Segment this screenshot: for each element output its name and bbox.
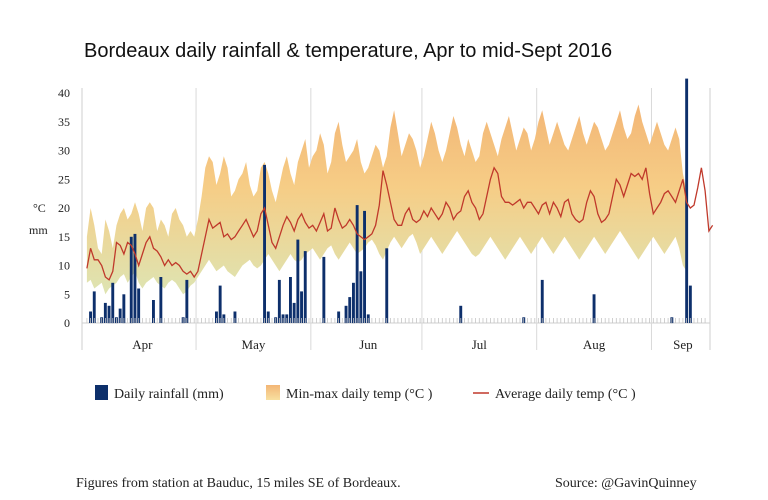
y-tick-label: 0	[64, 316, 70, 330]
rainfall-bar	[592, 294, 596, 324]
day-ticks	[86, 318, 706, 323]
rainfall-bar	[363, 210, 366, 323]
rainfall-bar	[303, 251, 307, 323]
y-tick-label: 15	[58, 230, 70, 244]
rainfall-bar	[215, 311, 218, 323]
rainfall-bar	[355, 205, 359, 323]
rainfall-bar	[118, 308, 122, 323]
y-tick-label: 35	[58, 115, 70, 129]
month-label: Jun	[359, 337, 378, 352]
rainfall-bar	[107, 305, 111, 324]
legend-rain-swatch	[95, 385, 108, 400]
rainfall-bar	[133, 233, 137, 323]
footer-source: Source: @GavinQuinney	[555, 476, 697, 491]
rainfall-bar	[459, 305, 463, 324]
rainfall-bar	[92, 291, 96, 323]
month-label: Aug	[583, 337, 606, 352]
rainfall-bar	[152, 300, 155, 323]
rainfall-bar	[688, 285, 692, 323]
rainfall-bar	[263, 164, 266, 323]
rainfall-bar	[233, 311, 237, 323]
chart-title: Bordeaux daily rainfall & temperature, A…	[84, 40, 612, 62]
rainfall-bar	[385, 248, 389, 324]
y-tick-label: 20	[58, 201, 70, 215]
legend-band-swatch	[266, 385, 280, 400]
y-tick-label: 5	[64, 287, 70, 301]
rainfall-bar	[348, 297, 352, 323]
legend-band-label: Min-max daily temp (°C )	[286, 387, 433, 402]
rainfall-bar	[277, 279, 281, 323]
month-label: May	[242, 337, 266, 352]
month-labels: Apr May Jun Jul Aug Sep	[132, 337, 692, 352]
y-axis-ticks: 0 5 10 15 20 25 30 35 40	[58, 86, 70, 330]
rainfall-bar	[300, 291, 303, 323]
rainfall-bar	[185, 279, 189, 323]
rainfall-bar	[266, 311, 270, 323]
rainfall-bar	[89, 311, 92, 323]
rainfall-bar	[344, 305, 348, 324]
rainfall-bar	[218, 285, 222, 323]
rainfall-bar	[322, 256, 326, 323]
y-tick-label: 40	[58, 86, 70, 100]
rainfall-bar	[296, 239, 300, 323]
y-axis-label-mm: mm	[29, 223, 48, 237]
legend: Daily rainfall (mm) Min-max daily temp (…	[95, 385, 636, 402]
y-tick-label: 25	[58, 172, 70, 186]
y-tick-label: 10	[58, 259, 70, 273]
rainfall-bar	[122, 294, 126, 324]
rainfall-bar	[540, 279, 544, 323]
rainfall-bar	[111, 282, 115, 324]
rainfall-bar	[103, 302, 107, 323]
rainfall-bar	[159, 277, 163, 323]
y-axis-label-celsius: °C	[33, 201, 46, 215]
rainfall-bar	[137, 288, 141, 323]
rainfall-bar	[289, 277, 292, 323]
rainfall-bar	[292, 302, 296, 323]
rainfall-bar	[359, 271, 363, 324]
rainfall-bar	[129, 236, 133, 324]
footer-note: Figures from station at Bauduc, 15 miles…	[76, 476, 401, 491]
average-temp-line	[86, 166, 714, 281]
y-tick-label: 30	[58, 144, 70, 158]
rainfall-bar	[337, 311, 341, 323]
legend-line-label: Average daily temp (°C )	[495, 387, 636, 402]
month-label: Sep	[673, 337, 693, 352]
month-label: Apr	[132, 337, 153, 352]
month-label: Jul	[472, 337, 488, 352]
legend-rain-label: Daily rainfall (mm)	[114, 387, 224, 402]
rainfall-bar	[352, 282, 355, 324]
min-max-temp-band	[86, 104, 687, 295]
